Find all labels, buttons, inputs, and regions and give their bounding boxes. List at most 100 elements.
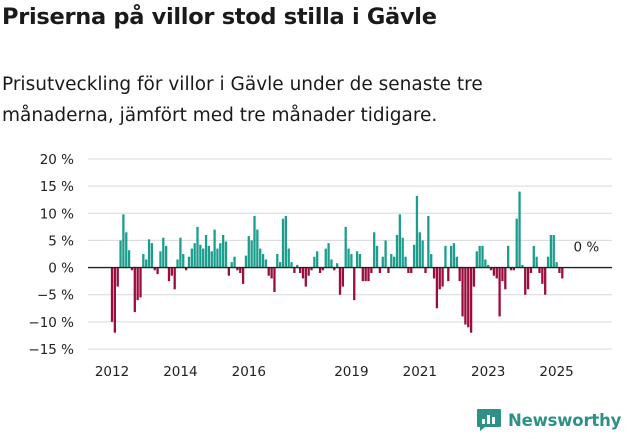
bar	[296, 264, 299, 268]
bar	[125, 232, 128, 268]
bar	[524, 267, 527, 295]
bar	[526, 267, 530, 290]
bar	[467, 267, 470, 328]
chart-subtitle: Prisutveckling för villor i Gävle under …	[2, 69, 622, 131]
bar	[489, 267, 493, 271]
bar	[304, 267, 307, 287]
bar	[378, 267, 382, 273]
bar	[170, 267, 173, 276]
bar	[182, 254, 185, 268]
bar	[270, 267, 273, 279]
bar	[156, 267, 159, 275]
bar	[501, 267, 504, 282]
bar	[469, 267, 473, 333]
bar	[341, 267, 344, 287]
bar	[165, 245, 168, 268]
bar	[458, 267, 461, 282]
bar	[364, 267, 367, 282]
bar	[464, 267, 467, 325]
bar	[441, 267, 444, 287]
bar	[236, 267, 239, 271]
bar	[167, 267, 171, 282]
bar	[541, 267, 544, 284]
bar	[293, 267, 296, 273]
bar	[475, 251, 478, 268]
bar	[336, 263, 339, 268]
bar	[247, 236, 250, 268]
bar	[147, 239, 151, 268]
subtitle-line-2: månaderna, jämfört med tre månader tidig…	[2, 105, 438, 126]
bar	[316, 251, 319, 268]
bar	[504, 267, 507, 290]
bars	[110, 191, 564, 333]
bar	[561, 267, 564, 279]
bar	[549, 235, 553, 268]
brand-name: Newsworthy	[508, 410, 622, 430]
bar	[401, 237, 404, 268]
bar	[412, 244, 416, 268]
bar	[133, 267, 136, 313]
y-tick-label: 5 %	[48, 233, 74, 249]
bar	[116, 267, 119, 287]
bar	[239, 267, 242, 273]
bar	[498, 267, 501, 317]
bar	[324, 248, 327, 268]
y-tick-label: 15 %	[40, 179, 74, 195]
last-value-annotation: 0 %	[574, 240, 600, 256]
bar	[267, 267, 270, 276]
bar	[284, 216, 287, 268]
bar	[153, 267, 156, 271]
bar	[358, 254, 362, 268]
bar	[410, 267, 413, 273]
bar	[507, 245, 510, 268]
bar	[244, 255, 248, 268]
bar	[253, 216, 256, 268]
bar	[538, 267, 541, 273]
newsworthy-logo-icon	[477, 409, 501, 431]
bar	[227, 267, 230, 276]
bar	[450, 245, 453, 268]
bar	[427, 216, 430, 268]
bar	[187, 256, 191, 268]
bar	[122, 214, 125, 268]
bar	[452, 243, 456, 268]
bar	[492, 267, 496, 276]
y-axis-labels: −15 % −10 % −5 % 0 % 5 % 10 % 15 % 20 %	[28, 152, 74, 358]
bar	[233, 256, 236, 268]
bar	[381, 256, 384, 268]
bar	[384, 240, 387, 268]
bar	[279, 262, 282, 268]
bar	[367, 267, 370, 282]
bar	[370, 267, 373, 273]
bar	[390, 254, 393, 268]
bar	[353, 267, 356, 301]
bar	[287, 248, 290, 268]
bar	[515, 218, 518, 268]
bar	[179, 237, 182, 268]
bar	[430, 254, 433, 268]
x-axis-labels: 2012 2014 2016 2019 2021 2023 2025	[95, 364, 574, 380]
bar	[447, 267, 450, 282]
bar	[558, 267, 561, 273]
bar	[250, 240, 253, 268]
bar	[310, 267, 313, 271]
bar	[438, 267, 441, 290]
bar	[273, 267, 276, 292]
y-tick-label: −10 %	[28, 315, 74, 331]
bar	[327, 243, 330, 268]
bar	[110, 267, 114, 322]
x-tick-label: 2021	[403, 364, 437, 380]
bar	[435, 267, 439, 309]
bar	[142, 254, 145, 268]
bar	[313, 256, 316, 268]
bar	[552, 235, 555, 268]
x-tick-label: 2014	[163, 364, 197, 380]
bar	[298, 267, 302, 273]
bar	[444, 245, 447, 268]
bar	[532, 245, 535, 268]
bar	[202, 248, 205, 268]
x-tick-label: 2016	[232, 364, 266, 380]
bar	[461, 267, 464, 317]
bar	[455, 256, 458, 268]
bar	[338, 267, 342, 295]
